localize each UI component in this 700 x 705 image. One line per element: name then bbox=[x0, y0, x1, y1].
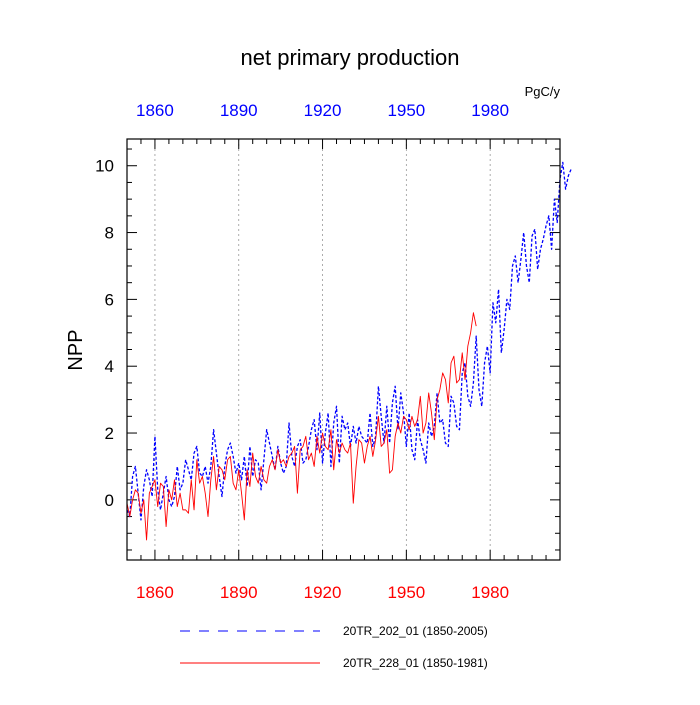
y-tick-label: 4 bbox=[105, 357, 114, 376]
x-tick-label-bottom: 1980 bbox=[471, 583, 509, 602]
y-tick-label: 6 bbox=[105, 290, 114, 309]
x-tick-label-top: 1950 bbox=[387, 101, 425, 120]
series-line-2 bbox=[126, 312, 477, 541]
x-tick-label-top: 1980 bbox=[471, 101, 509, 120]
series-lines bbox=[126, 161, 572, 541]
legend-label-series-1: 20TR_202_01 (1850-2005) bbox=[343, 624, 488, 638]
chart-title: net primary production bbox=[241, 45, 460, 70]
x-tick-label-bottom: 1920 bbox=[304, 583, 342, 602]
legend-label-series-2: 20TR_228_01 (1850-1981) bbox=[343, 656, 488, 670]
x-tick-label-bottom: 1950 bbox=[387, 583, 425, 602]
x-tick-label-top: 1920 bbox=[304, 101, 342, 120]
gridlines bbox=[154, 139, 491, 560]
legend: 20TR_202_01 (1850-2005) 20TR_228_01 (185… bbox=[180, 624, 488, 670]
y-tick-label: 2 bbox=[105, 424, 114, 443]
tick-labels: 1860 1860 1890 1890 1920 1920 1950 1950 1980 1980… bbox=[95, 101, 509, 602]
x-tick-label-bottom: 1890 bbox=[220, 583, 258, 602]
y-tick-label: 8 bbox=[105, 224, 114, 243]
y-axis-label: NPP bbox=[65, 329, 87, 370]
x-tick-label-top: 1860 bbox=[136, 101, 174, 120]
y-tick-label: 0 bbox=[105, 491, 114, 510]
y-tick-label: 10 bbox=[95, 157, 114, 176]
axis-ticks bbox=[126, 139, 561, 560]
units-label: PgC/y bbox=[525, 84, 561, 99]
x-tick-label-top: 1890 bbox=[220, 101, 258, 120]
x-tick-label-bottom: 1860 bbox=[136, 583, 174, 602]
plot-frame bbox=[126, 138, 561, 561]
series-line-1 bbox=[126, 161, 572, 521]
